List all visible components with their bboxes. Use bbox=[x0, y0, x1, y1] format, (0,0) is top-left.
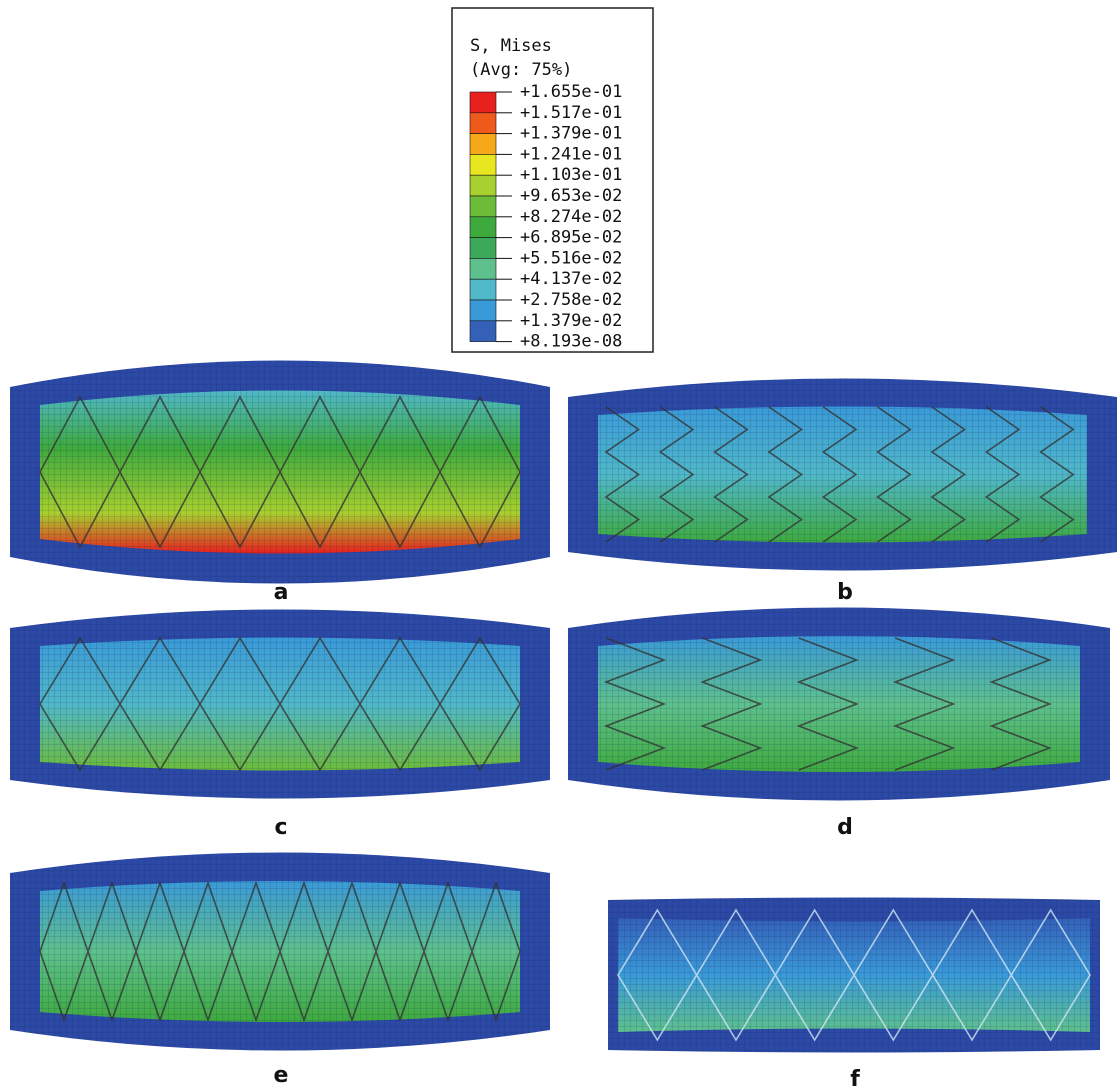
legend-label: +1.379e-02 bbox=[520, 311, 622, 331]
legend-swatch bbox=[470, 238, 496, 259]
mesh bbox=[568, 608, 1110, 801]
legend-swatch bbox=[470, 196, 496, 217]
legend-label: +1.517e-01 bbox=[520, 103, 622, 123]
mesh bbox=[568, 379, 1117, 571]
legend-swatch bbox=[470, 134, 496, 155]
legend-label: +8.193e-08 bbox=[520, 332, 622, 352]
legend-label: +4.137e-02 bbox=[520, 269, 622, 289]
legend-swatch bbox=[470, 92, 496, 113]
legend-label: +9.653e-02 bbox=[520, 186, 622, 206]
legend-swatch bbox=[470, 217, 496, 238]
panel-label: a bbox=[274, 580, 289, 605]
panel-label: c bbox=[274, 815, 287, 840]
legend-swatch bbox=[470, 279, 496, 300]
legend-label: +2.758e-02 bbox=[520, 290, 622, 310]
legend-label: +5.516e-02 bbox=[520, 248, 622, 268]
panel-label: d bbox=[837, 815, 853, 840]
legend-label: +1.103e-01 bbox=[520, 165, 622, 185]
legend-swatch bbox=[470, 175, 496, 196]
legend-swatch bbox=[470, 154, 496, 175]
legend-label: +6.895e-02 bbox=[520, 228, 622, 248]
panel-label: f bbox=[850, 1067, 860, 1091]
legend-swatch bbox=[470, 300, 496, 321]
legend-subtitle: (Avg: 75%) bbox=[470, 60, 572, 80]
legend-label: +1.241e-01 bbox=[520, 144, 622, 164]
legend-label: +1.379e-01 bbox=[520, 124, 622, 144]
legend-swatch bbox=[470, 258, 496, 279]
panel-label: e bbox=[274, 1063, 289, 1088]
legend-label: +1.655e-01 bbox=[520, 82, 622, 102]
legend-label: +8.274e-02 bbox=[520, 207, 622, 227]
panel-label: b bbox=[837, 580, 853, 605]
legend-title: S, Mises bbox=[470, 36, 552, 56]
legend-swatch bbox=[470, 113, 496, 134]
legend-swatch bbox=[470, 321, 496, 342]
figure: S, Mises (Avg: 75%) +1.655e-01+1.517e-01… bbox=[0, 0, 1117, 1091]
